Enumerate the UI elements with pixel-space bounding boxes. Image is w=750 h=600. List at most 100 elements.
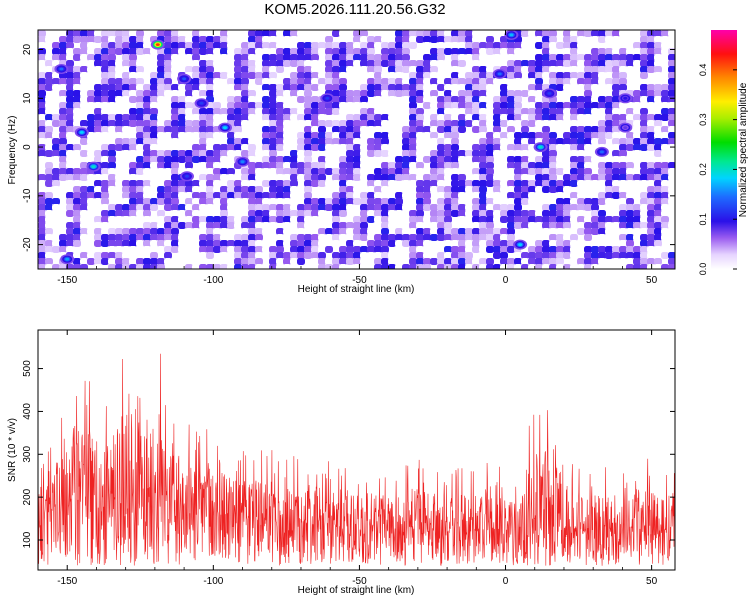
heatmap-cell [241,198,249,205]
heatmap-cell [283,174,291,181]
heatmap-cell [423,150,431,157]
heatmap-cell [451,84,459,91]
heatmap-cell [213,228,221,235]
heatmap-cell [136,216,144,223]
heatmap-cell [493,150,501,157]
heatmap-cell [598,192,606,199]
heatmap-cell [633,216,641,223]
heatmap-cell [143,150,151,157]
heatmap-cell [150,144,158,151]
heatmap-cell [171,60,179,67]
heatmap-cell [465,168,473,175]
heatmap-cell [591,72,599,79]
heatmap-cell [402,84,410,91]
heatmap-cell [255,132,263,139]
heatmap-cell [45,210,53,217]
heatmap-cell [381,222,389,229]
heatmap-cell [430,234,438,241]
heatmap-cell [38,72,46,79]
heatmap-cell [262,144,270,151]
heatmap-cell [577,162,585,169]
heatmap-cell [486,132,494,139]
heatmap-cell [395,234,403,241]
heatmap-cell [374,240,382,247]
heatmap-cell [80,252,88,259]
heatmap-cell [493,114,501,121]
heatmap-cell [661,252,669,259]
heatmap-cell [276,258,284,265]
heatmap-cell [101,174,109,181]
heatmap-cell [255,108,263,115]
heatmap-cell [535,66,543,73]
heatmap-cell [416,204,424,211]
heatmap-cell [640,120,648,127]
heatmap-cell [388,222,396,229]
heatmap-cell [542,132,550,139]
heatmap-cell [255,204,263,211]
heatmap-cell [647,90,655,97]
heatmap-cell [80,102,88,109]
heatmap-cell [668,222,675,229]
heatmap-cell [269,102,277,109]
heatmap-cell [360,204,368,211]
heatmap-cell [514,96,522,103]
heatmap-cell [605,168,613,175]
heatmap-cell [353,210,361,217]
heatmap-cell [416,30,424,37]
heatmap-cell [206,108,214,115]
heatmap-cell [325,54,333,61]
heatmap-cell [451,228,459,235]
heatmap-cell [598,60,606,67]
heatmap-cell [619,162,627,169]
heatmap-cell [591,204,599,211]
heatmap-cell [304,114,312,121]
heatmap-cell [276,66,284,73]
heatmap-cell [514,156,522,163]
heatmap-cell [199,222,207,229]
heatmap-cell [493,108,501,115]
heatmap-cell [122,228,130,235]
heatmap-cell [486,204,494,211]
heatmap-cell [360,126,368,133]
heatmap-cell [332,54,340,61]
heatmap-hot-spot [199,101,204,105]
heatmap-cell [108,30,116,37]
heatmap-cell [220,60,228,67]
heatmap-cell [346,60,354,67]
heatmap-cell [157,222,165,229]
heatmap-cell [38,120,46,127]
heatmap-cell [542,246,550,253]
heatmap-cell [241,222,249,229]
heatmap-cell [598,210,606,217]
heatmap-cell [528,66,536,73]
heatmap-cell [563,114,571,121]
heatmap-cell [150,204,158,211]
heatmap-cell [73,252,81,259]
heatmap-cell [423,132,431,139]
heatmap-cell [437,150,445,157]
heatmap-cell [619,174,627,181]
heatmap-cell [304,174,312,181]
heatmap-cell [129,72,137,79]
heatmap-cell [276,54,284,61]
heatmap-cell [472,198,480,205]
heatmap-cell [640,48,648,55]
heatmap-cell [528,252,536,259]
heatmap-cell [479,138,487,145]
heatmap-cell [346,30,354,37]
colorbar-label: Normalized spectral amplitude [738,82,749,217]
heatmap-cell [409,30,417,37]
heatmap-cell [206,234,214,241]
heatmap-cell [66,72,74,79]
heatmap-cell [52,78,60,85]
heatmap-cell [164,90,172,97]
heatmap-cell [248,252,256,259]
heatmap-cell [619,198,627,205]
heatmap-cell [332,60,340,67]
heatmap-cell [199,108,207,115]
heatmap-cell [584,228,592,235]
heatmap-cell [647,198,655,205]
heatmap-cell [381,234,389,241]
heatmap-cell [38,228,46,235]
heatmap-cell [409,240,417,247]
